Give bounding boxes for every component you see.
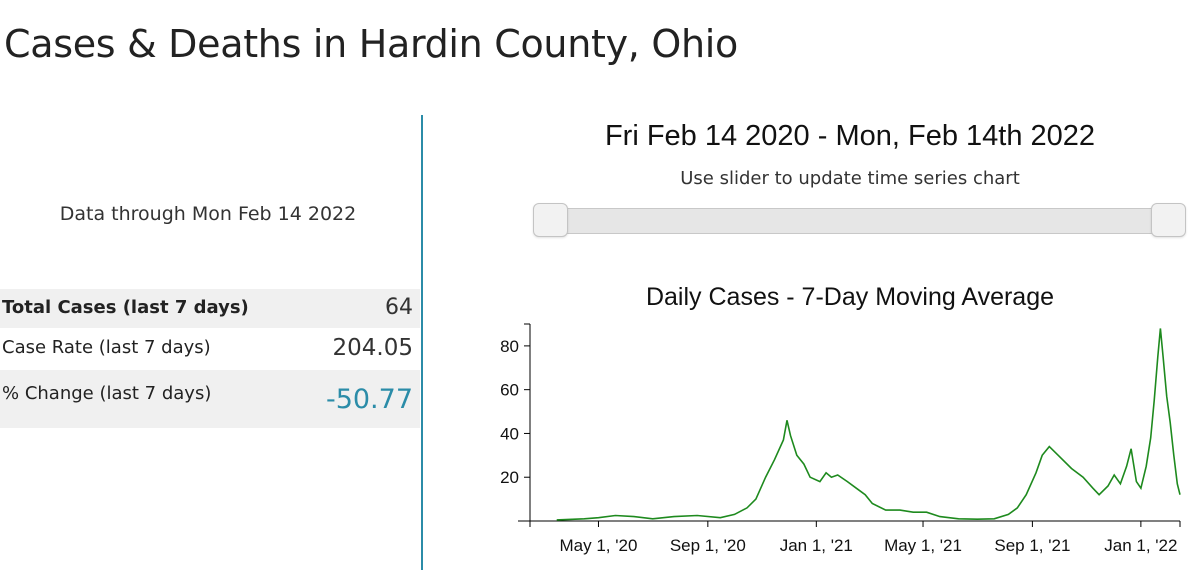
x-tick-label: Sep 1, '21 — [994, 536, 1070, 555]
x-tick-label: Jan 1, '21 — [780, 536, 853, 555]
x-tick-label: May 1, '20 — [560, 536, 638, 555]
case-rate-value: 204.05 — [332, 335, 413, 361]
x-tick-label: Jan 1, '22 — [1104, 536, 1177, 555]
date-range-title: Fri Feb 14 2020 - Mon, Feb 14th 2022 — [604, 120, 1096, 152]
x-tick-label: Sep 1, '20 — [670, 536, 746, 555]
y-tick-label: 40 — [500, 424, 519, 443]
slider-end-handle[interactable] — [1151, 203, 1186, 237]
summary-table: Total Cases (last 7 days) 64 Case Rate (… — [0, 289, 420, 428]
data-through-label: Data through Mon Feb 14 2022 — [59, 203, 357, 225]
slider-hint: Use slider to update time series chart — [680, 168, 1020, 189]
y-tick-label: 80 — [500, 337, 519, 356]
total-cases-label: Total Cases (last 7 days) — [2, 297, 249, 318]
percent-change-label: % Change (last 7 days) — [2, 383, 212, 404]
stat-row-case-rate: Case Rate (last 7 days) 204.05 — [0, 328, 420, 370]
y-tick-label: 60 — [500, 381, 519, 400]
y-tick-label: 20 — [500, 468, 519, 487]
total-cases-value: 64 — [385, 295, 413, 320]
x-tick-label: May 1, '21 — [884, 536, 962, 555]
panel-divider — [421, 115, 423, 570]
slider-start-handle[interactable] — [533, 203, 568, 237]
percent-change-value: -50.77 — [325, 384, 413, 415]
case-rate-label: Case Rate (last 7 days) — [2, 337, 211, 358]
page-title: Cases & Deaths in Hardin County, Ohio — [4, 22, 738, 66]
x-axis: May 1, '20 Sep 1, '20 Jan 1, '21 May 1, '21… — [518, 520, 1181, 555]
y-axis: 20 40 60 80 — [500, 323, 531, 521]
stat-row-percent-change: % Change (last 7 days) -50.77 — [0, 370, 420, 428]
daily-cases-line — [556, 328, 1181, 521]
date-range-slider-track[interactable] — [533, 208, 1185, 234]
stat-row-total-cases: Total Cases (last 7 days) 64 — [0, 289, 420, 328]
chart-title: Daily Cases - 7-Day Moving Average — [645, 283, 1055, 311]
